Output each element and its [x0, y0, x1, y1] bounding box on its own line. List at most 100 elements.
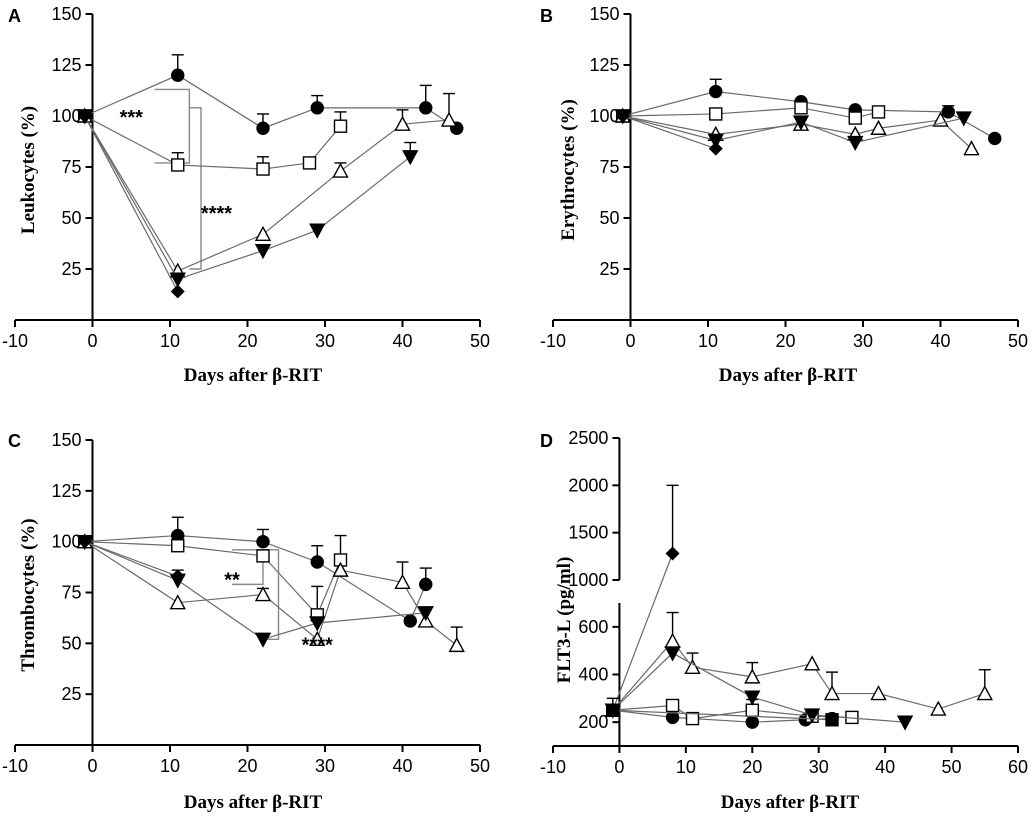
panel-b-y-tick-label: 150 [589, 4, 619, 24]
panel-a-point-filled-circle [171, 68, 185, 82]
panel-c: C Thrombocytes (%) Days after β-RIT -10 0… [2, 430, 490, 813]
panel-c-x-tick-label: 50 [470, 756, 490, 776]
panel-c-y-tick-label: 100 [51, 532, 81, 552]
panel-a-x-tick-label: -10 [2, 331, 28, 351]
panel-a-y-tick-label: 125 [51, 55, 81, 75]
panel-b-x-tick-label: 50 [1008, 331, 1028, 351]
panel-c-y-tick-label: 50 [61, 633, 81, 653]
panel-c-point-filled-circle [419, 577, 433, 592]
panel-c-point-filled-diamond [77, 534, 92, 549]
panel-b-x-tick-label: 20 [775, 331, 795, 351]
panel-c-point-filled-circle [256, 534, 270, 549]
panel-c-point-open-triangle [332, 561, 349, 577]
panel-d-point-open-square [685, 711, 700, 726]
panel-d-x-tick-label: 0 [614, 757, 624, 777]
panel-a-point-open-square [302, 156, 317, 170]
panel-b-x-tick-label: -10 [540, 331, 566, 351]
panel-c-point-filled-inverted-triangle [254, 632, 272, 648]
panel-d-point-open-square [665, 698, 680, 713]
panel-a-x-tick-label: 20 [237, 331, 257, 351]
panel-c-point-filled-diamond [170, 569, 185, 584]
panel-a: A Leukocytes (%) Days after β-RIT -10 0 10… [2, 4, 490, 386]
panel-a-x-tick-label: 10 [160, 331, 180, 351]
panel-c-point-filled-circle [310, 555, 324, 569]
panel-c-significance-bracket [263, 549, 280, 640]
panel-d-ylabel: FLT3-L (pg/ml) [554, 557, 575, 684]
panel-d-point-open-square [745, 703, 759, 717]
panel-b-line-filled-circle [622, 90, 996, 139]
panel-b-point-filled-inverted-triangle [847, 135, 864, 151]
panel-a-point-open-square [171, 158, 185, 172]
panel-c-point-filled-circle [403, 614, 417, 628]
panel-b-letter: B [540, 6, 553, 26]
panel-a-x-tick-label: 30 [315, 331, 335, 351]
panel-c-letter: C [8, 431, 21, 451]
panel-a-point-open-triangle [394, 115, 411, 131]
panel-d-y-tick-label: 1000 [568, 570, 608, 590]
panel-b-point-open-square [848, 111, 862, 125]
panel-a-point-filled-circle [419, 101, 433, 115]
panel-a-point-open-square [256, 162, 270, 176]
panel-d-x-tick-label: -10 [540, 757, 566, 777]
panel-a-point-open-triangle [254, 225, 272, 242]
panel-d-y-tick-label: 2000 [568, 475, 608, 495]
panel-d-point-open-triangle [684, 658, 701, 675]
panel-d-point-open-triangle [664, 632, 681, 648]
panel-a-point-open-triangle [440, 111, 458, 127]
panel-a-significance-bracket [154, 88, 191, 164]
panel-a-x-tick-label: 0 [87, 331, 97, 351]
panel-b-line-filled-diamond [622, 115, 716, 150]
panel-c-y-tick-label: 125 [51, 481, 81, 501]
panel-b-x-tick-label: 30 [853, 331, 873, 351]
panel-c-point-filled-inverted-triangle [309, 616, 326, 632]
panel-c-ylabel: Thrombocytes (%) [18, 518, 39, 671]
panel-a-significance-label: **** [201, 203, 232, 225]
panel-c-xlabel: Days after β-RIT [184, 792, 323, 813]
panel-b-y-tick-label: 25 [599, 259, 619, 279]
panel-a-point-open-square [333, 119, 348, 133]
panel-b-x-tick-label: 0 [625, 331, 635, 351]
panel-c-point-open-square [171, 539, 185, 553]
panel-b-point-open-triangle [870, 119, 887, 135]
panel-a-ylabel: Leukocytes (%) [18, 106, 39, 234]
panel-a-point-filled-diamond [170, 284, 185, 299]
panel-c-point-open-triangle [309, 630, 326, 646]
panel-b-point-filled-circle [988, 131, 1002, 146]
panel-b-line-filled-inverted-triangle [622, 115, 964, 144]
panel-d-point-filled-inverted-triangle [664, 646, 681, 662]
panel-c-line-filled-diamond [84, 541, 178, 577]
panel-b-x-tick-label: 40 [930, 331, 950, 351]
panel-d-line-filled-diamond [612, 553, 674, 711]
panel-c-x-tick-label: 10 [160, 756, 180, 776]
panel-c-point-open-triangle [394, 573, 411, 590]
panel-b-y-tick-label: 100 [589, 106, 619, 126]
panel-d-x-tick-label: 20 [742, 757, 762, 777]
panel-c-point-filled-inverted-triangle [417, 606, 434, 622]
panel-a-point-filled-inverted-triangle [254, 243, 272, 260]
panel-a-point-filled-circle [310, 101, 324, 115]
panel-d-point-filled-circle [745, 715, 759, 729]
panel-b-point-filled-circle [709, 84, 723, 99]
panel-d-point-open-triangle [803, 655, 821, 671]
panel-a-significance-label: *** [120, 107, 144, 129]
panel-c-line-filled-inverted-triangle [84, 541, 426, 640]
panel-a-point-filled-inverted-triangle [169, 272, 186, 288]
panel-a-x-tick-label: 50 [470, 331, 490, 351]
panel-a-x-tick-label: 40 [392, 331, 412, 351]
panel-d-y-tick-label: 400 [578, 665, 608, 685]
panel-c-significance-bracket [232, 549, 264, 586]
panel-b-y-tick-label: 75 [599, 157, 619, 177]
panel-a-point-filled-diamond [77, 109, 92, 123]
panel-c-line-open-triangle [84, 541, 458, 646]
panel-b-xlabel: Days after β-RIT [719, 365, 858, 386]
panel-c-point-open-triangle [254, 586, 272, 602]
panel-d-x-tick-label: 50 [942, 757, 962, 777]
panel-c-x-tick-label: 20 [237, 756, 257, 776]
panel-d-xlabel: Days after β-RIT [721, 792, 860, 813]
panel-a-point-open-triangle [332, 162, 349, 178]
panel-d-point-open-triangle [870, 685, 887, 701]
panel-b-point-filled-inverted-triangle [955, 111, 972, 127]
panel-b-point-open-square [794, 101, 808, 115]
panel-d-x-tick-label: 10 [676, 757, 696, 777]
panel-c-significance-label: ** [224, 569, 240, 591]
